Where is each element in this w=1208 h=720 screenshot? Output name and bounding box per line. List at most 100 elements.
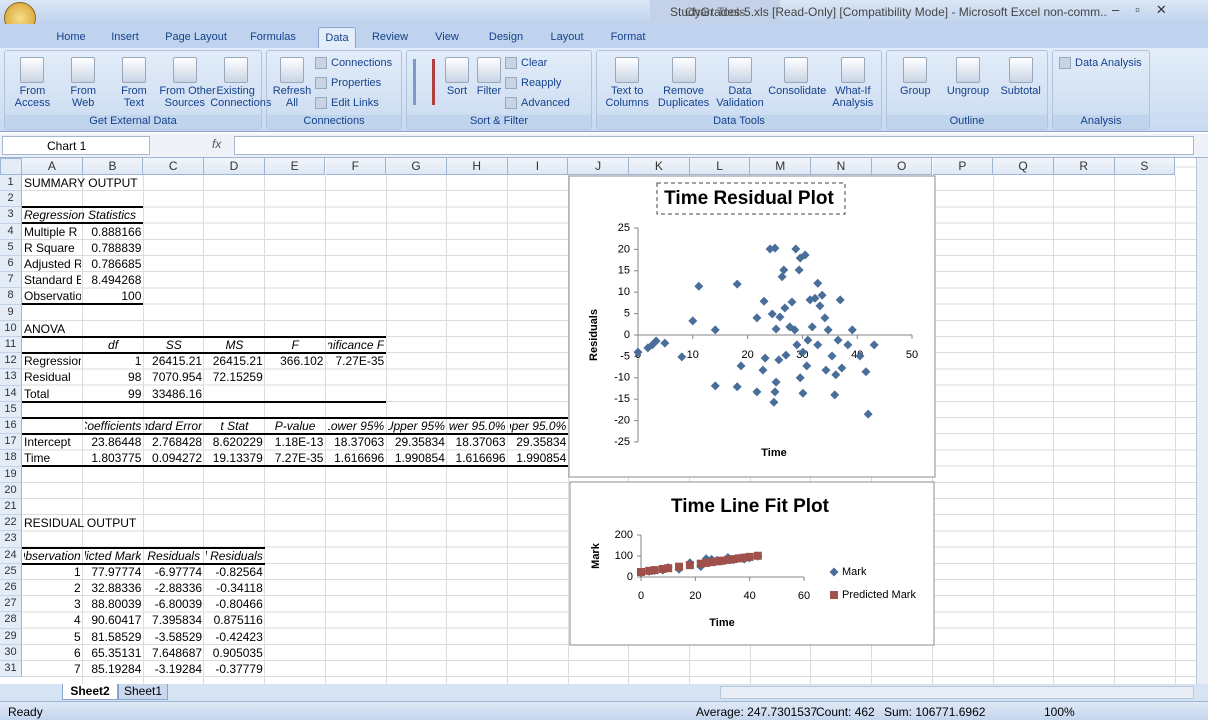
fx-button[interactable]: fx xyxy=(212,137,222,151)
point xyxy=(650,566,659,575)
ribbon-button[interactable]: What-If Analysis xyxy=(825,53,881,113)
point xyxy=(810,293,820,303)
horizontal-scrollbar[interactable] xyxy=(720,686,1194,699)
row-header: 18 xyxy=(0,450,22,467)
ribbon-tab[interactable]: Layout xyxy=(550,31,584,43)
cell: -0.37779 xyxy=(215,662,263,676)
button-icon xyxy=(671,57,696,83)
name-box[interactable]: Chart 1 xyxy=(2,136,150,155)
cell: 99 xyxy=(128,386,142,401)
cell: 7 xyxy=(74,662,81,676)
cell: 0.788839 xyxy=(91,240,142,255)
cell: 18.37063 xyxy=(455,435,506,450)
point xyxy=(713,557,722,566)
ribbon-small-button[interactable]: Advanced xyxy=(505,95,591,113)
cell: 1.803775 xyxy=(91,451,142,466)
ribbon-button[interactable]: Data Validation xyxy=(712,53,768,113)
status-bar: Ready Average: 247.7301537 Count: 462 Su… xyxy=(0,701,1208,720)
ribbon-small-button[interactable]: Edit Links xyxy=(315,95,401,113)
small-label: Properties xyxy=(331,77,382,89)
ribbon-small-button[interactable]: Properties xyxy=(315,75,401,93)
ribbon-button[interactable]: Refresh All xyxy=(269,53,315,113)
ribbon-button[interactable]: Consolidate xyxy=(768,53,826,113)
ribbon-button[interactable]: Sort xyxy=(441,53,473,113)
cell: RESIDUAL OUTPUT xyxy=(24,516,137,531)
ribbon-tab[interactable]: View xyxy=(435,31,459,43)
ribbon-button[interactable]: From Access xyxy=(7,53,58,113)
small-label: Reapply xyxy=(521,77,562,89)
column-header: P xyxy=(932,158,994,175)
cell: Lower 95% xyxy=(327,419,385,433)
cell: Total xyxy=(24,386,50,401)
row-header: 21 xyxy=(0,499,22,516)
window-controls[interactable]: –▫✕ xyxy=(1112,2,1183,17)
ribbon-button[interactable]: Filter xyxy=(473,53,505,113)
table-border xyxy=(22,562,265,565)
ribbon-small-button[interactable]: Clear xyxy=(505,55,591,73)
ribbon-button[interactable]: Existing Connections xyxy=(210,53,271,113)
row-header: 23 xyxy=(0,531,22,548)
ribbon-tab[interactable]: Format xyxy=(610,31,646,43)
sort-az-buttons[interactable] xyxy=(413,59,435,105)
ribbon-button[interactable]: From Web xyxy=(58,53,109,113)
formula-input[interactable] xyxy=(234,136,1194,155)
point xyxy=(732,279,742,289)
ribbon-tabs: Home Insert Page Layout Formulas Data Review V… xyxy=(0,24,1208,48)
point xyxy=(759,296,769,306)
button-label: Existing xyxy=(216,85,255,97)
ribbon-tab[interactable]: Insert xyxy=(111,31,139,43)
point xyxy=(645,566,654,575)
cell: 0.888166 xyxy=(91,224,142,239)
ribbon-tab[interactable]: Design xyxy=(488,31,524,43)
ribbon-button[interactable]: From Other Sources xyxy=(159,53,216,113)
ribbon-button[interactable]: Text to Columns xyxy=(599,53,655,113)
point xyxy=(740,553,749,562)
ribbon-small-button[interactable]: Data Analysis xyxy=(1059,55,1147,73)
sheet-tab[interactable]: Sheet2 xyxy=(62,684,118,700)
chart-area xyxy=(569,481,935,646)
cell: Standard Error xyxy=(24,273,81,288)
ribbon-group: Data Tools Text to Columns Remove Duplicates… xyxy=(596,50,882,130)
cell: 1.616696 xyxy=(455,451,506,466)
ribbon-small-button[interactable]: Connections xyxy=(315,55,401,73)
ribbon-button[interactable]: Remove Duplicates xyxy=(655,53,711,113)
button-icon xyxy=(840,57,865,83)
button-label: From xyxy=(121,85,147,97)
button-icon xyxy=(903,57,928,83)
x-tick-label: 40 xyxy=(744,590,756,602)
button-icon xyxy=(784,57,809,83)
point xyxy=(831,370,841,380)
point xyxy=(702,558,711,567)
ribbon-button[interactable]: Group xyxy=(889,53,942,113)
small-icon xyxy=(505,57,517,69)
cell: -0.34118 xyxy=(216,581,263,595)
y-axis-title: Mark xyxy=(590,542,602,569)
ribbon-small-button[interactable]: Reapply xyxy=(505,75,591,93)
ribbon-tab[interactable]: Data xyxy=(318,27,356,48)
y-tick-label: 0 xyxy=(627,571,633,583)
column-header: M xyxy=(750,158,812,175)
cell: Coefficients xyxy=(84,419,142,433)
ribbon-tab[interactable]: Review xyxy=(371,31,409,43)
column-gridline xyxy=(506,175,508,684)
cell: 1.18E-13 xyxy=(274,435,324,450)
small-label: Advanced xyxy=(521,97,570,109)
row-header: 30 xyxy=(0,644,22,661)
ribbon-button[interactable]: Subtotal xyxy=(994,53,1047,113)
cell: 3 xyxy=(74,597,81,612)
ribbon-tab[interactable]: Home xyxy=(56,31,86,43)
column-header: L xyxy=(689,158,751,175)
chart-area xyxy=(568,175,936,478)
ribbon-button[interactable]: Ungroup xyxy=(942,53,995,113)
cell: 90.60417 xyxy=(91,613,142,628)
point xyxy=(830,390,840,400)
vertical-scrollbar[interactable] xyxy=(1196,158,1208,684)
point xyxy=(658,564,667,573)
ribbon-tab[interactable]: Formulas xyxy=(250,31,296,43)
point xyxy=(791,244,801,254)
sheet-tab[interactable]: Sheet1 xyxy=(118,684,168,700)
ribbon-tab[interactable]: Page Layout xyxy=(165,31,227,43)
button-label: Ungroup xyxy=(946,85,990,97)
ribbon-button[interactable]: From Text xyxy=(109,53,160,113)
y-tick-label: -10 xyxy=(614,372,630,384)
